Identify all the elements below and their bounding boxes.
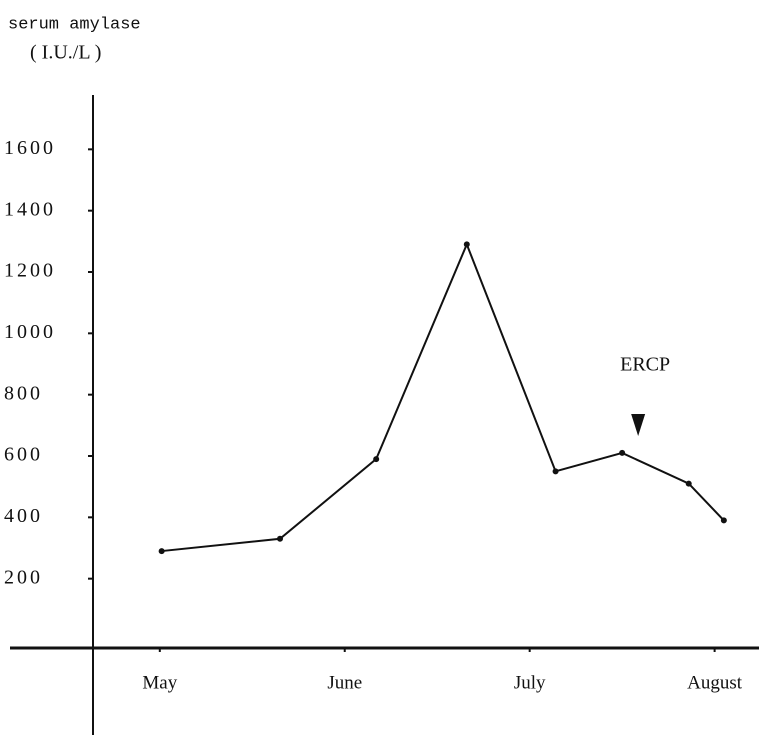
y-tick-label: 1000 (4, 321, 56, 343)
y-tick-label: 600 (4, 444, 43, 466)
data-point (277, 535, 284, 542)
y-tick-label: 1600 (4, 137, 56, 159)
data-point (373, 456, 380, 463)
data-point (720, 517, 727, 524)
y-tick-label: 1200 (4, 260, 56, 282)
data-point (158, 548, 165, 555)
x-tick-label: June (327, 672, 362, 693)
x-tick-label: August (687, 672, 743, 693)
y-tick-label: 800 (4, 382, 43, 404)
annotation: ERCP (620, 354, 670, 376)
y-tick-label: 200 (4, 566, 43, 588)
data-point (685, 480, 692, 487)
y-axis-label: ( I.U./L ) (30, 42, 101, 64)
y-tick-label: 400 (4, 505, 43, 527)
annotation-arrow (631, 414, 646, 436)
data-point (552, 468, 559, 475)
data-point (619, 449, 626, 456)
x-tick-label: July (514, 672, 546, 693)
data-line (161, 241, 725, 553)
y-tick-label: 1400 (4, 198, 56, 220)
x-tick-label: May (142, 672, 177, 693)
data-point (463, 241, 470, 248)
y-axis-label: serum amylase (8, 15, 141, 34)
